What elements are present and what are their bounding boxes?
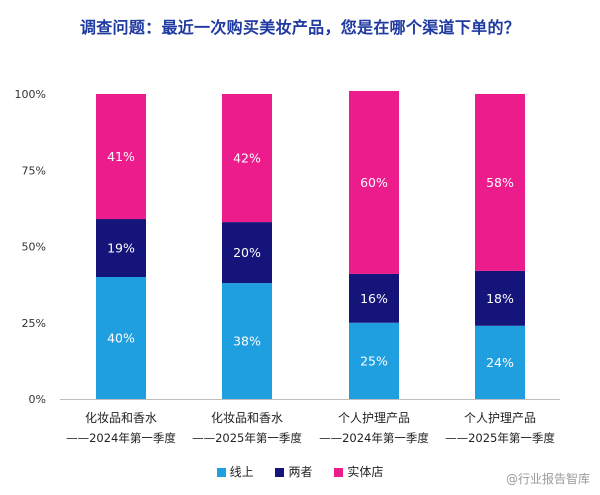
x-category-label: 个人护理产品	[338, 411, 410, 425]
legend-item-store: 实体店	[334, 463, 383, 480]
bar-segment	[96, 94, 146, 220]
bar-value-label: 60%	[360, 175, 388, 190]
legend-swatch-store	[334, 468, 344, 477]
chart-title: 调查问题：最近一次购买美妆产品，您是在哪个渠道下单的？	[79, 18, 521, 37]
bar-value-label: 40%	[107, 331, 135, 346]
legend-swatch-online	[216, 468, 226, 477]
watermark: @行业报告智库	[505, 472, 590, 486]
legend-label-online: 线上	[229, 465, 254, 479]
y-tick-label: 50%	[22, 241, 46, 254]
x-category-label: 化妆品和香水	[85, 411, 157, 425]
bar-value-label: 41%	[107, 149, 135, 164]
legend-swatch-both	[275, 468, 285, 477]
bar-segment	[222, 283, 272, 399]
bar-segment	[349, 273, 399, 323]
legend-item-both: 两者	[275, 463, 313, 480]
bar-segment	[349, 90, 399, 274]
bar-value-label: 42%	[233, 151, 261, 166]
legend-label-store: 实体店	[347, 465, 384, 479]
legend-item-online: 线上	[216, 463, 254, 480]
bar-value-label: 19%	[107, 241, 135, 256]
bar-value-label: 58%	[486, 175, 514, 190]
bar-segment	[222, 94, 272, 223]
bar-segment	[222, 222, 272, 284]
y-tick-label: 0%	[29, 393, 46, 406]
legend: 线上 两者 实体店	[0, 463, 600, 480]
x-category-sublabel: ——2025年第一季度	[192, 431, 302, 445]
legend-label-both: 两者	[288, 465, 313, 479]
x-category-sublabel: ——2024年第一季度	[66, 431, 176, 445]
x-category-sublabel: ——2024年第一季度	[319, 431, 429, 445]
y-tick-label: 75%	[22, 164, 46, 177]
x-category-label: 化妆品和香水	[211, 411, 283, 425]
x-category-label: 个人护理产品	[464, 411, 536, 425]
bar-value-label: 18%	[486, 291, 514, 306]
bar-segment	[96, 219, 146, 277]
bar-value-label: 16%	[360, 291, 388, 306]
y-tick-label: 25%	[22, 317, 46, 330]
bar-value-label: 38%	[233, 334, 261, 349]
bar-value-label: 20%	[233, 245, 261, 260]
bar-segment	[475, 270, 525, 326]
y-tick-label: 100%	[15, 88, 46, 101]
bar-segment	[475, 325, 525, 399]
x-category-sublabel: ——2025年第一季度	[445, 431, 555, 445]
bar-segment	[349, 322, 399, 399]
bar-segment	[475, 94, 525, 271]
bar-segment	[96, 277, 146, 399]
bar-value-label: 24%	[486, 355, 514, 370]
bar-value-label: 25%	[360, 353, 388, 368]
